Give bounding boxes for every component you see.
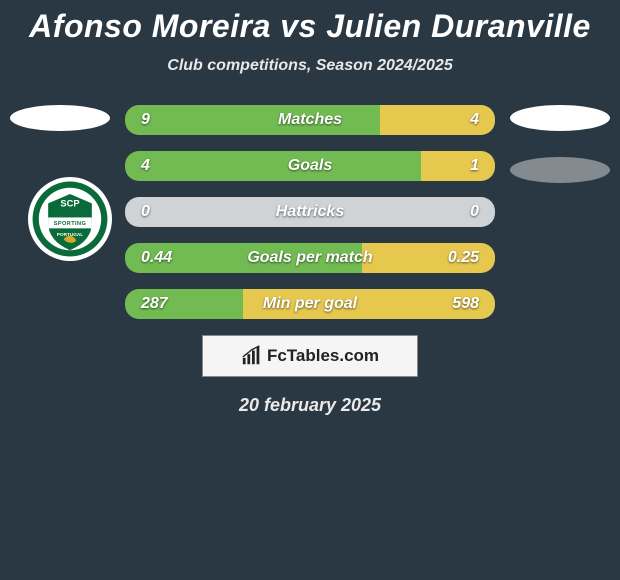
stat-left-value: 9: [141, 111, 150, 129]
sporting-badge-icon: SCP SPORTING PORTUGAL: [31, 180, 109, 258]
stat-row: 287598Min per goal: [125, 289, 495, 319]
stat-row: 00Hattricks: [125, 197, 495, 227]
stat-bars: 94Matches41Goals00Hattricks0.440.25Goals…: [125, 105, 495, 319]
stat-left-value: 4: [141, 157, 150, 175]
page-title: Afonso Moreira vs Julien Duranville: [0, 0, 620, 45]
date-label: 20 february 2025: [0, 395, 620, 416]
stat-left-value: 0.44: [141, 249, 172, 267]
page-subtitle: Club competitions, Season 2024/2025: [0, 57, 620, 75]
svg-text:SCP: SCP: [60, 199, 79, 209]
club-badge-left: SCP SPORTING PORTUGAL: [28, 177, 112, 261]
stat-right-value: 0.25: [448, 249, 479, 267]
stat-row: 94Matches: [125, 105, 495, 135]
subtitle-text: Club competitions, Season 2024/2025: [167, 57, 452, 74]
title-text: Afonso Moreira vs Julien Duranville: [29, 8, 591, 44]
bar-chart-icon: [241, 345, 263, 367]
stat-right-value: 1: [470, 157, 479, 175]
comparison-content: SCP SPORTING PORTUGAL 94Matches41Goals00…: [0, 105, 620, 416]
stat-left-value: 0: [141, 203, 150, 221]
stat-left-value: 287: [141, 295, 168, 313]
flag-left-top: [10, 105, 110, 131]
stat-right-value: 598: [452, 295, 479, 313]
branding-text: FcTables.com: [267, 346, 379, 366]
svg-text:SPORTING: SPORTING: [54, 221, 87, 227]
stat-right-value: 4: [470, 111, 479, 129]
flag-right-top: [510, 105, 610, 131]
branding-box: FcTables.com: [202, 335, 418, 377]
stat-right-value: 0: [470, 203, 479, 221]
stat-row: 0.440.25Goals per match: [125, 243, 495, 273]
flag-right-second: [510, 157, 610, 183]
date-text: 20 february 2025: [239, 395, 381, 415]
stat-row: 41Goals: [125, 151, 495, 181]
